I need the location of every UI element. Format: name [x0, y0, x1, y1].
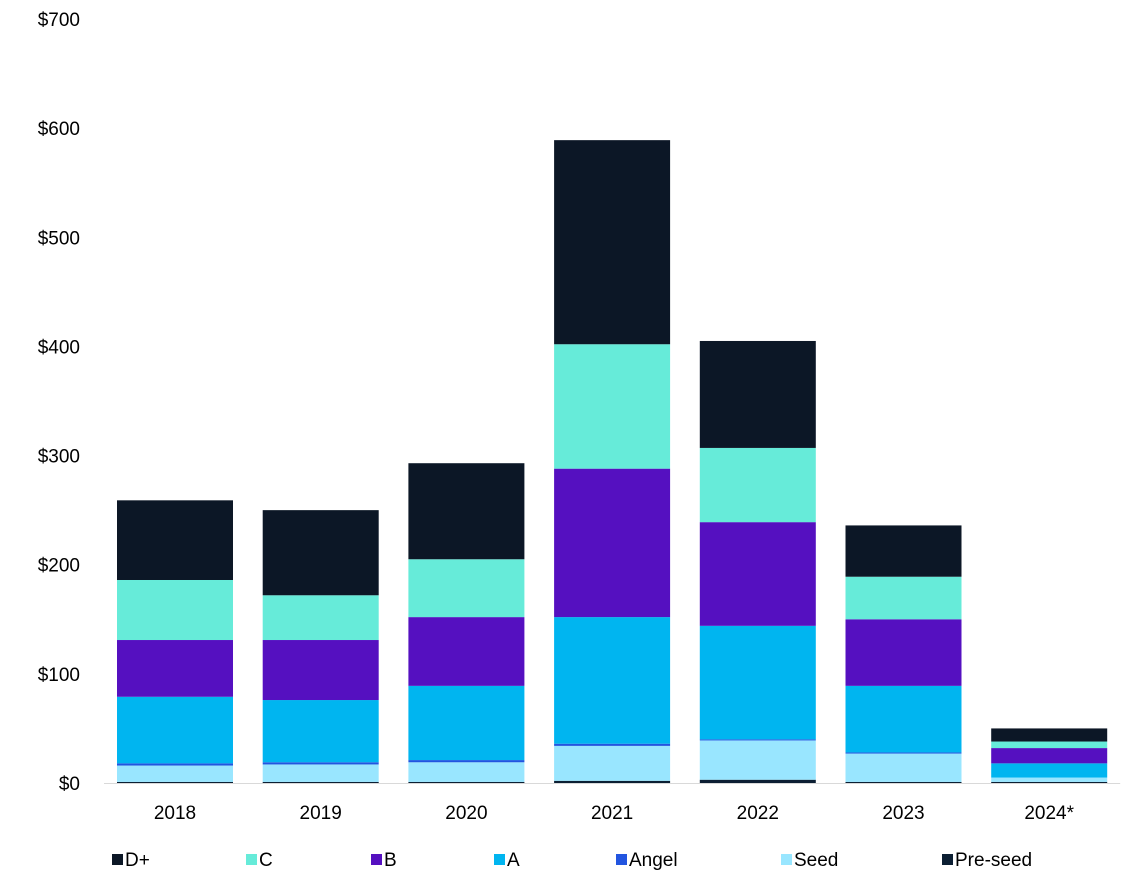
bar-segment-d	[262, 510, 379, 596]
x-tick-label: 2021	[591, 803, 633, 824]
bar-segment-b	[845, 619, 962, 686]
bar-segment-d	[845, 525, 962, 577]
x-tick-label: 2019	[300, 803, 342, 824]
legend-swatch	[942, 854, 953, 865]
bar-segment-pre-seed	[117, 781, 233, 783]
bar-segment-seed	[408, 762, 525, 782]
legend-label: C	[259, 850, 273, 871]
bar-segment-d	[991, 728, 1108, 742]
legend-item-angel: Angel	[616, 850, 678, 871]
bar-segment-c	[554, 344, 671, 469]
bar-segment-d	[554, 140, 671, 345]
bar-segment-b	[262, 640, 379, 701]
legend-item-a: A	[494, 850, 520, 871]
bar-segment-seed	[845, 753, 962, 782]
bar-segment-pre-seed	[408, 781, 525, 783]
legend-item-d: D+	[112, 850, 150, 871]
x-tick-label: 2020	[445, 803, 487, 824]
bar-segment-b	[699, 522, 816, 626]
y-tick-label: $0	[59, 774, 80, 795]
legend: D+ C B A Angel Seed Pre-seed	[112, 850, 1032, 871]
bar-segment-angel	[699, 739, 816, 741]
bar-segment-c	[117, 579, 233, 641]
x-tick-label: 2018	[154, 803, 196, 824]
bar-segment-pre-seed	[991, 781, 1108, 783]
bar-segment-a	[262, 700, 379, 763]
bar-segment-angel	[845, 752, 962, 754]
bar-segment-b	[991, 748, 1108, 764]
bar-group-2023	[845, 525, 962, 783]
bar-segment-c	[408, 559, 525, 618]
bar-group-2020	[408, 463, 525, 783]
bar-segment-pre-seed	[554, 780, 671, 783]
legend-swatch	[494, 854, 505, 865]
bar-group-2019	[262, 510, 379, 783]
legend-item-pre-seed: Pre-seed	[942, 850, 1032, 871]
bar-segment-d	[408, 463, 525, 560]
bar-segment-pre-seed	[262, 781, 379, 783]
bar-segment-c	[262, 595, 379, 641]
bar-segment-b	[408, 617, 525, 686]
bar-segment-angel	[554, 743, 671, 746]
bar-segment-angel	[117, 763, 233, 766]
legend-label: Seed	[794, 850, 838, 871]
legend-item-b: B	[371, 850, 397, 871]
y-tick-label: $500	[38, 228, 80, 249]
bars-area	[117, 140, 1108, 783]
bar-segment-b	[117, 640, 233, 697]
bar-segment-a	[991, 763, 1108, 778]
x-tick-label: 2024*	[1024, 803, 1074, 824]
bar-segment-seed	[991, 777, 1108, 782]
bar-segment-a	[845, 685, 962, 753]
bar-segment-d	[117, 500, 233, 580]
legend-swatch	[246, 854, 257, 865]
legend-label: A	[507, 850, 520, 871]
y-tick-label: $300	[38, 447, 80, 468]
bar-group-2018	[117, 500, 233, 783]
bar-segment-angel	[262, 762, 379, 765]
legend-item-c: C	[246, 850, 273, 871]
y-tick-label: $700	[38, 10, 80, 31]
bar-segment-a	[699, 625, 816, 740]
legend-label: Angel	[629, 850, 678, 871]
bar-segment-c	[991, 741, 1108, 749]
bar-group-2024	[991, 728, 1108, 783]
legend-label: Pre-seed	[955, 850, 1032, 871]
bar-segment-a	[117, 696, 233, 764]
y-tick-label: $600	[38, 119, 80, 140]
bar-segment-pre-seed	[699, 779, 816, 783]
bar-segment-seed	[117, 765, 233, 782]
bar-segment-a	[408, 685, 525, 761]
bar-segment-seed	[699, 740, 816, 780]
x-tick-label: 2022	[737, 803, 779, 824]
y-tick-label: $100	[38, 665, 80, 686]
bar-segment-angel	[408, 760, 525, 763]
legend-label: D+	[125, 850, 150, 871]
y-axis: $0 $100 $200 $300 $400 $500 $600 $700	[38, 10, 80, 795]
bar-segment-b	[554, 468, 671, 618]
legend-swatch	[112, 854, 123, 865]
y-tick-label: $400	[38, 337, 80, 358]
bar-segment-a	[554, 617, 671, 744]
bar-group-2022	[699, 340, 816, 783]
bar-segment-pre-seed	[845, 781, 962, 783]
bar-segment-c	[845, 576, 962, 620]
legend-swatch	[616, 854, 627, 865]
bar-segment-seed	[554, 745, 671, 781]
y-tick-label: $200	[38, 556, 80, 577]
x-axis: 2018 2019 2020 2021 2022 2023 2024*	[154, 803, 1075, 824]
legend-swatch	[371, 854, 382, 865]
bar-group-2021	[554, 140, 671, 783]
bar-segment-seed	[262, 764, 379, 782]
legend-item-seed: Seed	[781, 850, 838, 871]
x-tick-label: 2023	[882, 803, 924, 824]
legend-label: B	[384, 850, 397, 871]
bar-segment-c	[699, 447, 816, 523]
bar-segment-d	[699, 340, 816, 448]
legend-swatch	[781, 854, 792, 865]
